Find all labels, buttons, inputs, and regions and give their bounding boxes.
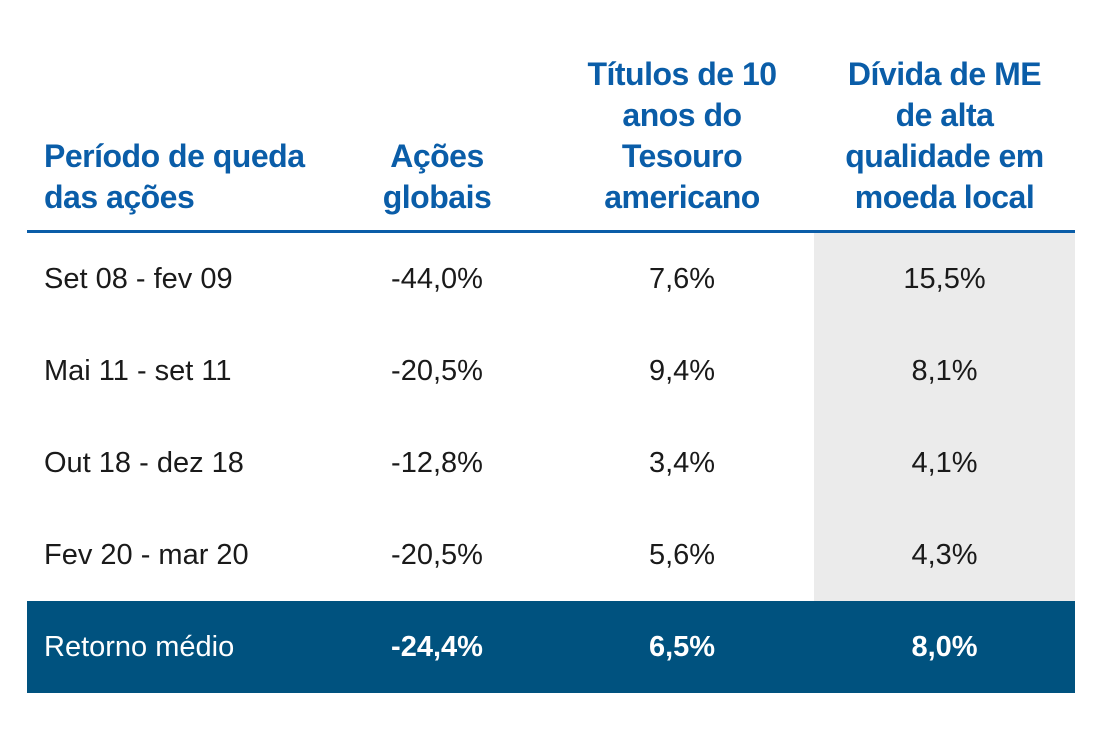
- period-cell: Mai 11 - set 11: [44, 355, 232, 387]
- column-header-line: qualidade em: [845, 138, 1044, 174]
- period-cell: Fev 20 - mar 20: [44, 539, 249, 571]
- us-treasury-cell: 9,4%: [648, 355, 716, 387]
- returns-table: Período de queda das ações Ações globais…: [27, 0, 1075, 740]
- table-row: Fev 20 - mar 20 -20,5% 5,6% 4,3%: [27, 509, 1075, 601]
- em-local-debt-cell: 4,1%: [911, 447, 978, 479]
- column-header-global-equities: Ações globais: [347, 136, 527, 218]
- table-row: Out 18 - dez 18 -12,8% 3,4% 4,1%: [27, 417, 1075, 509]
- column-header-line: Período de queda: [44, 138, 305, 174]
- column-header-line: americano: [604, 179, 760, 215]
- average-us-treasury: 6,5%: [648, 631, 716, 663]
- column-header-line: Tesouro: [621, 138, 743, 174]
- column-header-line: anos do: [622, 97, 742, 133]
- us-treasury-cell: 7,6%: [648, 263, 716, 295]
- column-header-line: Ações: [390, 138, 484, 174]
- global-equities-cell: -20,5%: [391, 539, 483, 571]
- em-local-debt-cell: 4,3%: [911, 539, 978, 571]
- average-em-local-debt: 8,0%: [911, 631, 978, 663]
- column-header-us-treasury: Títulos de 10 anos do Tesouro americano: [557, 54, 807, 218]
- em-local-debt-cell: 8,1%: [911, 355, 978, 387]
- us-treasury-cell: 3,4%: [648, 447, 716, 479]
- us-treasury-cell: 5,6%: [648, 539, 716, 571]
- column-header-line: Títulos de 10: [587, 56, 777, 92]
- average-return-label: Retorno médio: [44, 631, 235, 663]
- column-header-line: das ações: [44, 179, 195, 215]
- highlighted-column-background: [814, 233, 1075, 601]
- column-header-line: moeda local: [854, 179, 1035, 215]
- table-row: Set 08 - fev 09 -44,0% 7,6% 15,5%: [27, 233, 1075, 325]
- global-equities-cell: -12,8%: [391, 447, 483, 479]
- global-equities-cell: -20,5%: [391, 355, 483, 387]
- column-header-period: Período de queda das ações: [44, 136, 374, 218]
- table-header: Período de queda das ações Ações globais…: [27, 0, 1075, 230]
- average-global-equities: -24,4%: [391, 631, 483, 663]
- em-local-debt-cell: 15,5%: [903, 263, 986, 295]
- column-header-line: Dívida de ME: [847, 56, 1042, 92]
- table-row: Mai 11 - set 11 -20,5% 9,4% 8,1%: [27, 325, 1075, 417]
- column-header-line: globais: [382, 179, 492, 215]
- column-header-line: de alta: [895, 97, 994, 133]
- column-header-em-local-debt: Dívida de ME de alta qualidade em moeda …: [814, 54, 1075, 218]
- average-return-row: Retorno médio -24,4% 6,5% 8,0%: [27, 601, 1075, 693]
- period-cell: Out 18 - dez 18: [44, 447, 244, 479]
- global-equities-cell: -44,0%: [391, 263, 483, 295]
- period-cell: Set 08 - fev 09: [44, 263, 233, 295]
- header-divider: [27, 230, 1075, 233]
